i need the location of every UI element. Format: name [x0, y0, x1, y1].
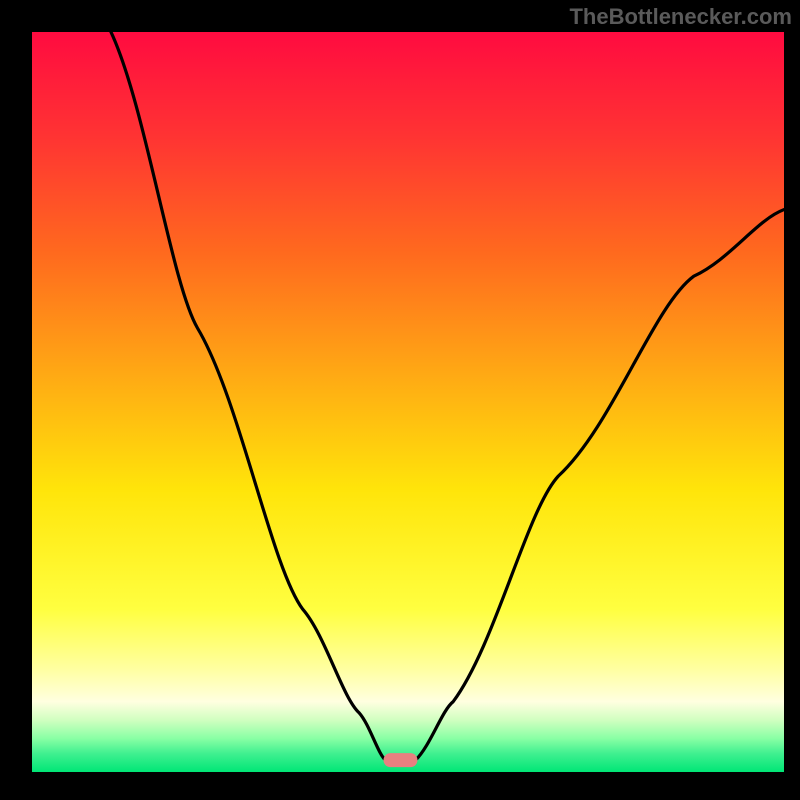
optimum-marker: [383, 753, 417, 767]
optimum-marker-layer: [32, 32, 784, 772]
attribution-text: TheBottlenecker.com: [569, 4, 792, 30]
chart-container: TheBottlenecker.com: [0, 0, 800, 800]
plot-area: [32, 32, 784, 772]
